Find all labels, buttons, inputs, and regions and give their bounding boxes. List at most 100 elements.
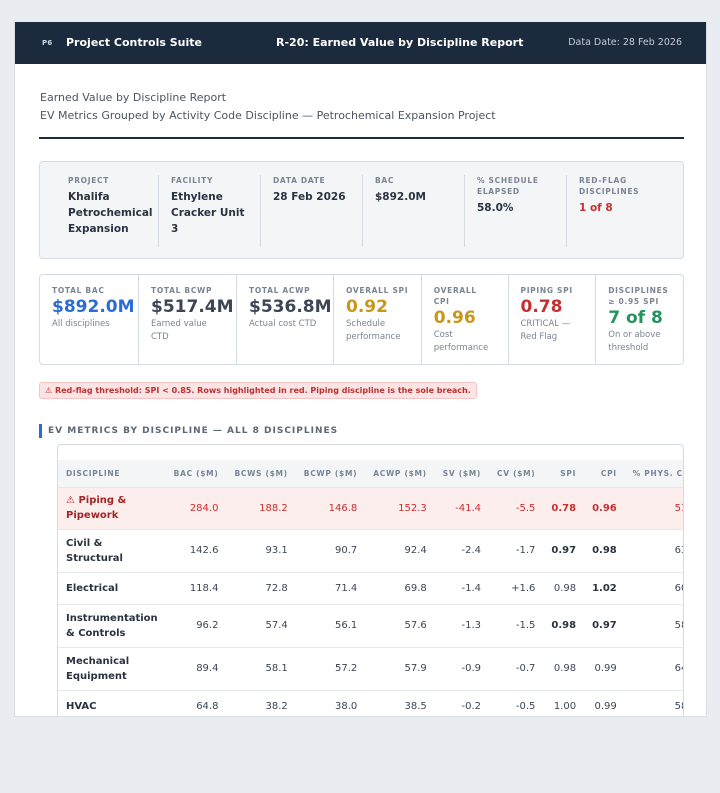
kpi-label: TOTAL BCWP: [151, 286, 213, 295]
kpi-note: Actual cost CTD: [249, 319, 317, 329]
cell-bcws: 57.4: [226, 603, 296, 647]
cell-cv: +1.6: [489, 571, 544, 604]
kpi-piping-spi: PIPING SPI 0.78 CRITICAL — Red Flag: [507, 275, 596, 364]
meta-value: 58.0%: [477, 202, 514, 214]
cell-bcws: 72.8: [226, 571, 296, 604]
cell-bcws: 58.1: [226, 646, 296, 690]
cell-bac: 142.6: [165, 528, 227, 572]
kpi-label: DISCIPLINES ≥ 0.95 SPI: [608, 286, 669, 306]
kpi-label: PIPING SPI: [520, 286, 573, 295]
cell-sv: -0.9: [434, 646, 490, 690]
kpi-value: 0.78: [520, 297, 563, 317]
table-row[interactable]: HVAC 64.8 38.2 38.0 38.5 -0.2 -0.5 1.00 …: [58, 689, 683, 716]
cell-cv: -0.7: [489, 646, 544, 690]
kpi-label: TOTAL ACWP: [249, 286, 311, 295]
cell-cpi: 0.99: [584, 646, 625, 690]
meta-bac: BAC $892.0M: [362, 175, 464, 247]
kpi-overall-cpi: OVERALL CPI 0.96 Cost performance: [420, 275, 508, 364]
cell-spi: 0.98: [543, 646, 585, 690]
meta-label: % SCHEDULE ELAPSED: [477, 176, 539, 196]
cell-discipline: ⚠ Piping & Pipework: [58, 486, 166, 529]
cell-discipline: Mechanical Equipment: [58, 646, 166, 690]
cell-phys-comp: 58.3%: [624, 603, 683, 647]
col-spi[interactable]: SPI: [543, 460, 585, 487]
kpi-total-acwp: TOTAL ACWP $536.8M Actual cost CTD: [236, 275, 333, 364]
cell-acwp: 69.8: [365, 571, 435, 604]
cell-bcws: 93.1: [226, 528, 296, 572]
cell-spi: 0.78: [543, 486, 585, 529]
cell-sv: -41.4: [434, 486, 490, 529]
meta-value: Khalifa Petrochemical Expansion: [68, 191, 153, 235]
cell-spi: 0.98: [543, 571, 585, 604]
kpi-note: Cost performance: [433, 330, 489, 353]
cell-bac: 89.4: [165, 646, 227, 690]
cell-bcwp: 146.8: [295, 486, 366, 529]
table-row[interactable]: ⚠ Piping & Pipework 284.0 188.2 146.8 15…: [58, 486, 683, 529]
meta-label: FACILITY: [171, 176, 214, 185]
report-window: P6 Project Controls Suite R-20: Earned V…: [14, 22, 707, 717]
col-bac[interactable]: BAC ($M): [165, 460, 227, 487]
kpi-label: OVERALL SPI: [346, 286, 409, 295]
cell-phys-comp: 64.0%: [624, 646, 683, 690]
cell-cpi: 1.02: [584, 571, 625, 604]
ev-table-card[interactable]: DISCIPLINE BAC ($M) BCWS ($M) BCWP ($M) …: [57, 444, 684, 716]
kpi-label: OVERALL CPI: [433, 286, 477, 306]
meta-label: DATA DATE: [273, 176, 326, 185]
data-date-label: Data Date: 28 Feb 2026: [568, 37, 682, 48]
cell-bcwp: 90.7: [295, 528, 366, 572]
kpi-note: On or above threshold: [608, 330, 661, 353]
ev-metrics-table: DISCIPLINE BAC ($M) BCWS ($M) BCWP ($M) …: [58, 460, 683, 716]
table-row[interactable]: Instrumentation & Controls 96.2 57.4 56.…: [58, 603, 683, 647]
cell-discipline: HVAC: [58, 689, 166, 716]
meta-project: PROJECT Khalifa Petrochemical Expansion: [54, 175, 158, 247]
cell-cv: -0.5: [489, 689, 544, 716]
meta-facility: FACILITY Ethylene Cracker Unit 3: [158, 175, 260, 247]
meta-value: 28 Feb 2026: [273, 191, 346, 203]
meta-red-flag: RED-FLAG DISCIPLINES 1 of 8: [566, 175, 668, 247]
meta-value: Ethylene Cracker Unit 3: [171, 191, 245, 235]
cell-discipline: Instrumentation & Controls: [58, 603, 166, 647]
cell-spi: 0.98: [543, 603, 585, 647]
col-cpi[interactable]: CPI: [584, 460, 625, 487]
kpi-overall-spi: OVERALL SPI 0.92 Schedule performance: [333, 275, 421, 364]
cell-phys-comp: 58.6%: [624, 689, 683, 716]
cell-spi: 0.97: [543, 528, 585, 572]
col-cv[interactable]: CV ($M): [489, 460, 544, 487]
project-meta-panel: PROJECT Khalifa Petrochemical Expansion …: [39, 161, 684, 259]
cell-sv: -1.3: [434, 603, 490, 647]
col-acwp[interactable]: ACWP ($M): [365, 460, 435, 487]
cell-cv: -1.7: [489, 528, 544, 572]
cell-bac: 284.0: [165, 486, 227, 529]
cell-sv: -1.4: [434, 571, 490, 604]
kpi-value: 0.92: [346, 297, 388, 317]
col-sv[interactable]: SV ($M): [434, 460, 490, 487]
cell-cpi: 0.99: [584, 689, 625, 716]
kpi-note: Earned value CTD: [151, 319, 207, 342]
table-row[interactable]: Civil & Structural 142.6 93.1 90.7 92.4 …: [58, 528, 683, 572]
kpi-total-bcwp: TOTAL BCWP $517.4M Earned value CTD: [138, 275, 236, 364]
cell-bcwp: 71.4: [295, 571, 366, 604]
meta-label: BAC: [375, 176, 395, 185]
cell-bcws: 38.2: [226, 689, 296, 716]
table-header-row: DISCIPLINE BAC ($M) BCWS ($M) BCWP ($M) …: [58, 460, 683, 487]
top-bar: P6 Project Controls Suite R-20: Earned V…: [15, 22, 706, 64]
report-code-title: R-20: Earned Value by Discipline Report: [276, 36, 524, 49]
col-discipline[interactable]: DISCIPLINE: [58, 460, 166, 487]
cell-cpi: 0.98: [584, 528, 625, 572]
kpi-note: All disciplines: [52, 319, 110, 329]
cell-cv: -1.5: [489, 603, 544, 647]
cell-acwp: 92.4: [365, 528, 435, 572]
table-row[interactable]: Mechanical Equipment 89.4 58.1 57.2 57.9…: [58, 646, 683, 690]
meta-schedule-elapsed: % SCHEDULE ELAPSED 58.0%: [464, 175, 566, 247]
cell-bcws: 188.2: [226, 486, 296, 529]
cell-discipline: Electrical: [58, 571, 166, 604]
kpi-strip: TOTAL BAC $892.0M All disciplines TOTAL …: [39, 274, 684, 365]
col-bcws[interactable]: BCWS ($M): [226, 460, 296, 487]
table-row[interactable]: Electrical 118.4 72.8 71.4 69.8 -1.4 +1.…: [58, 571, 683, 604]
kpi-value: $892.0M: [52, 297, 135, 317]
cell-cpi: 0.97: [584, 603, 625, 647]
col-phys-comp[interactable]: % PHYS. COMP.: [624, 460, 683, 487]
cell-discipline: Civil & Structural: [58, 528, 166, 572]
cell-bac: 118.4: [165, 571, 227, 604]
col-bcwp[interactable]: BCWP ($M): [295, 460, 366, 487]
